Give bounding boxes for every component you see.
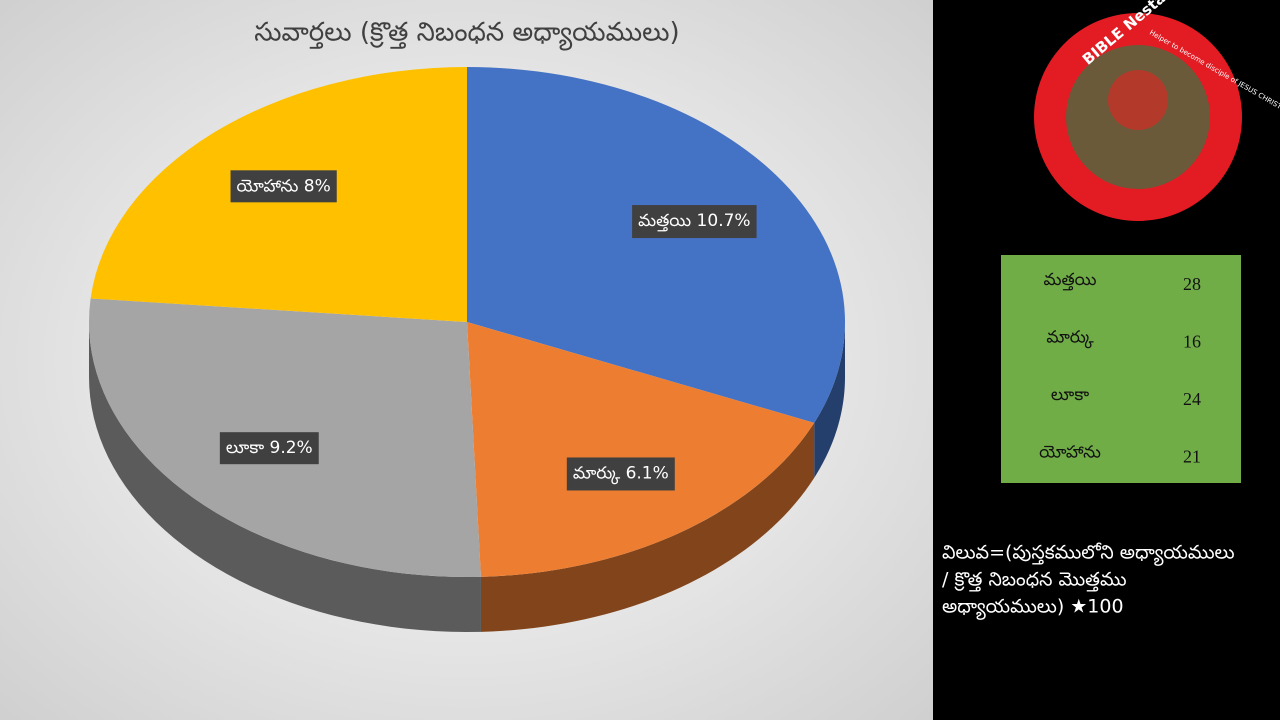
data-label-box: [632, 205, 757, 239]
data-label-box: [230, 170, 337, 203]
data-label-text: మార్కు 6.1%: [573, 463, 669, 484]
chart-title: సువార్తలు (క్రొత్త నిబంధన అధ్యాయములు): [254, 18, 679, 52]
table-value: 16: [1183, 332, 1201, 352]
table-name: లూకా: [1051, 385, 1090, 405]
data-label: లూకా 9.2%: [219, 432, 319, 465]
data-label-text: లూకా 9.2%: [226, 438, 313, 458]
table-name: మత్తయి: [1043, 270, 1096, 291]
slice: [467, 322, 815, 577]
pie: మత్తయి 10.7% మార్కు 6.1% లూకా 9.2% యోహాను 8…: [88, 67, 845, 632]
data-label: మార్కు 6.1%: [566, 457, 675, 491]
table-name: మార్కు: [1046, 328, 1094, 349]
table: మత్తయి 28 మార్కు 16 లూకా 24 యోహాను 21: [1039, 270, 1201, 467]
formula-line: అధ్యాయములు) ★100: [942, 596, 1124, 621]
logo-figure: [1108, 70, 1168, 130]
table-value: 24: [1183, 389, 1201, 409]
slice-side: [814, 322, 845, 478]
table-value: 28: [1183, 274, 1201, 294]
data-label-text: మత్తయి 10.7%: [638, 211, 750, 232]
data-label: మత్తయి 10.7%: [632, 205, 757, 239]
table-value: 21: [1183, 447, 1201, 467]
table-name: యోహాను: [1039, 443, 1101, 463]
data-label: యోహాను 8%: [230, 170, 337, 203]
slice-side: [89, 322, 481, 632]
data-label-box: [566, 457, 675, 491]
slice-side: [480, 422, 815, 632]
formula-line: విలువ=(పుస్తకములోని అధ్యాయములు: [942, 542, 1235, 567]
data-label-text: యోహాను 8%: [237, 176, 331, 196]
data-label-box: [219, 432, 319, 465]
slice: [467, 67, 845, 423]
formula: విలువ=(పుస్తకములోని అధ్యాయములు/ క్రొత్త …: [942, 542, 1235, 621]
formula-line: / క్రొత్త నిబంధన మొత్తము: [942, 569, 1127, 593]
table-box: [1001, 255, 1241, 483]
